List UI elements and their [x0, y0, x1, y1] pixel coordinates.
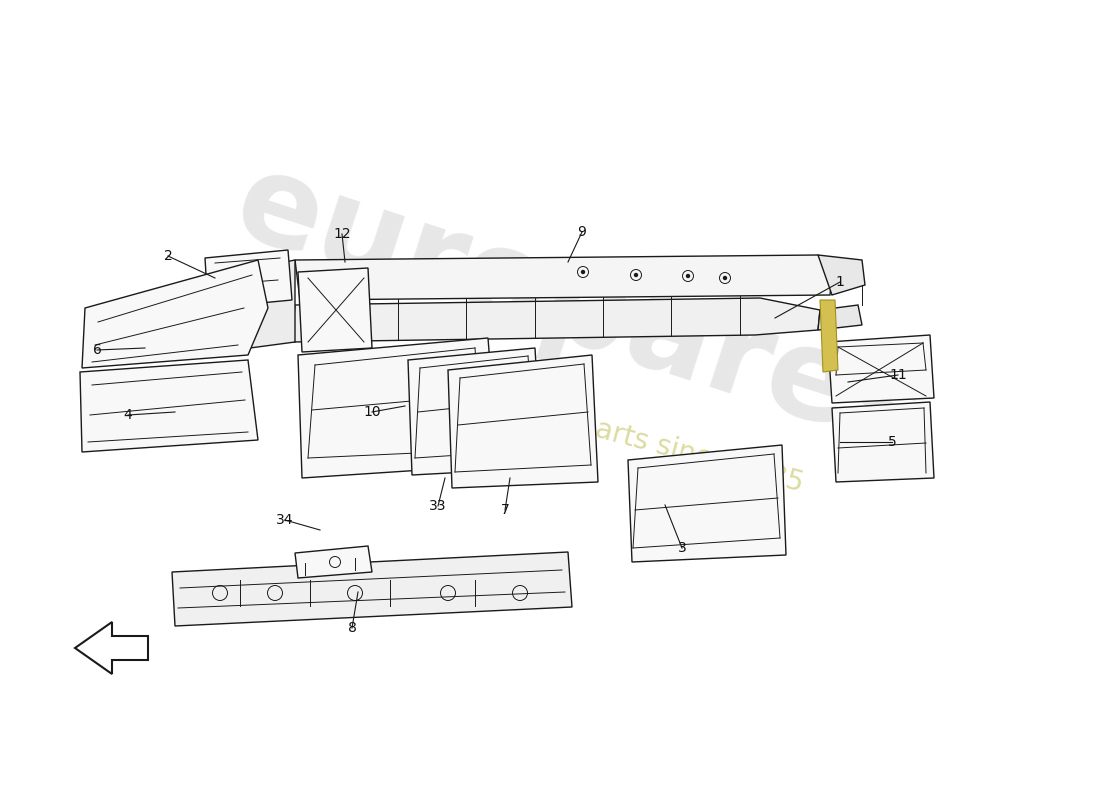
Circle shape [635, 274, 638, 277]
Polygon shape [818, 255, 865, 295]
Polygon shape [832, 402, 934, 482]
Circle shape [724, 277, 726, 279]
Polygon shape [408, 348, 542, 475]
Polygon shape [80, 360, 258, 452]
Text: 8: 8 [348, 621, 356, 635]
Text: 2: 2 [164, 249, 173, 263]
Text: 6: 6 [92, 343, 101, 357]
Text: 11: 11 [889, 368, 906, 382]
Polygon shape [292, 298, 820, 342]
Text: 33: 33 [429, 499, 447, 513]
Polygon shape [448, 355, 598, 488]
Polygon shape [828, 335, 934, 403]
Polygon shape [205, 250, 292, 308]
Text: 7: 7 [500, 503, 509, 517]
Polygon shape [820, 300, 838, 372]
Text: 34: 34 [276, 513, 294, 527]
Circle shape [686, 274, 690, 278]
Polygon shape [82, 260, 268, 368]
Text: a passion for parts since 1985: a passion for parts since 1985 [394, 362, 806, 498]
Text: 3: 3 [678, 541, 686, 555]
Polygon shape [298, 268, 372, 352]
Text: 1: 1 [836, 275, 845, 289]
Polygon shape [238, 260, 295, 348]
Polygon shape [628, 445, 786, 562]
Polygon shape [295, 546, 372, 578]
Polygon shape [298, 338, 498, 478]
Text: 10: 10 [363, 405, 381, 419]
Text: 12: 12 [333, 227, 351, 241]
Text: 5: 5 [888, 435, 896, 449]
Polygon shape [295, 255, 832, 300]
Text: 4: 4 [123, 408, 132, 422]
Text: 9: 9 [578, 225, 586, 239]
Text: europares: europares [221, 142, 939, 478]
Polygon shape [818, 305, 862, 330]
Polygon shape [172, 552, 572, 626]
Circle shape [582, 270, 584, 274]
